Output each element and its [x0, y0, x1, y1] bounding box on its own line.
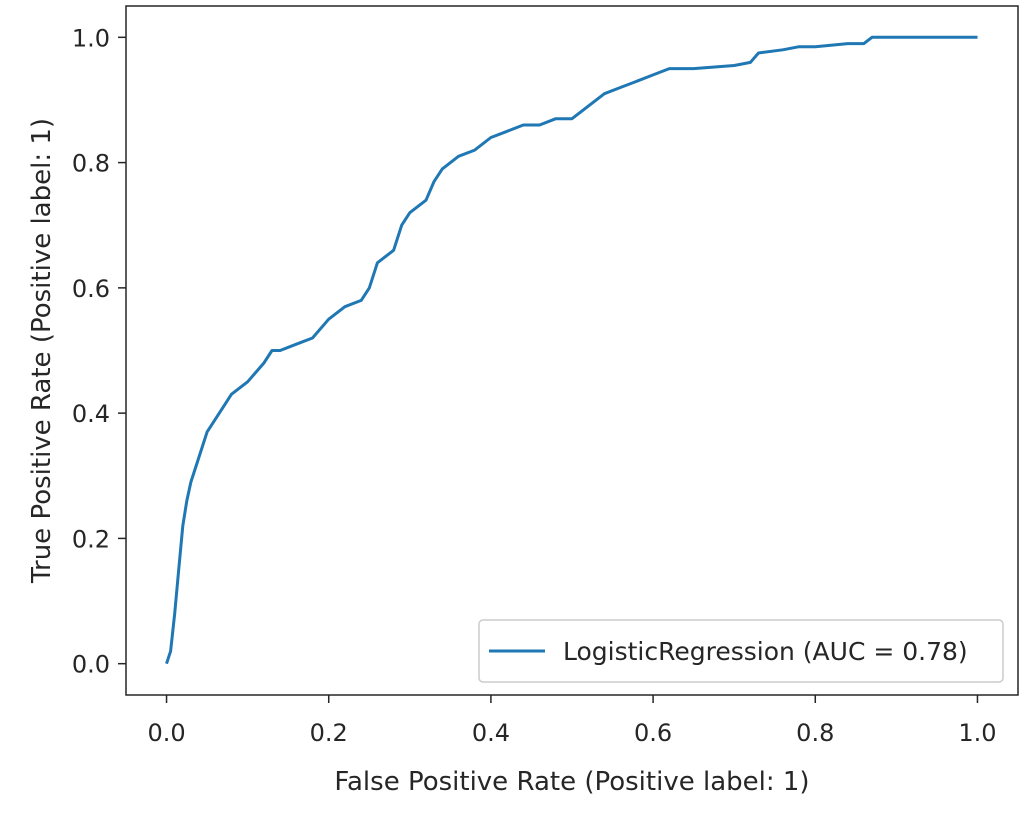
x-tick-label: 0.6: [634, 719, 672, 747]
x-tick-label: 1.0: [958, 719, 996, 747]
x-axis-ticks: 0.0 0.2 0.4 0.6 0.8 1.0: [147, 695, 997, 747]
x-axis-label: False Positive Rate (Positive label: 1): [334, 767, 809, 797]
legend-entry-label: LogisticRegression (AUC = 0.78): [563, 637, 968, 666]
y-tick-label: 0.2: [72, 525, 110, 553]
y-tick-label: 1.0: [72, 24, 110, 52]
x-tick-label: 0.0: [147, 719, 185, 747]
y-axis-ticks: 0.0 0.2 0.4 0.6 0.8 1.0: [72, 24, 126, 679]
legend: LogisticRegression (AUC = 0.78): [478, 619, 1004, 683]
y-tick-label: 0.0: [72, 651, 110, 679]
y-tick-label: 0.6: [72, 275, 110, 303]
x-tick-label: 0.4: [472, 719, 510, 747]
plot-frame: [125, 5, 1019, 696]
x-tick-label: 0.8: [796, 719, 834, 747]
y-tick-label: 0.4: [72, 400, 110, 428]
y-axis-label: True Positive Rate (Positive label: 1): [27, 118, 57, 584]
y-tick-label: 0.8: [72, 150, 110, 178]
x-tick-label: 0.2: [310, 719, 348, 747]
plot-area: [125, 5, 1019, 696]
roc-curve-line: [165, 35, 978, 665]
legend-box: [478, 619, 1004, 683]
